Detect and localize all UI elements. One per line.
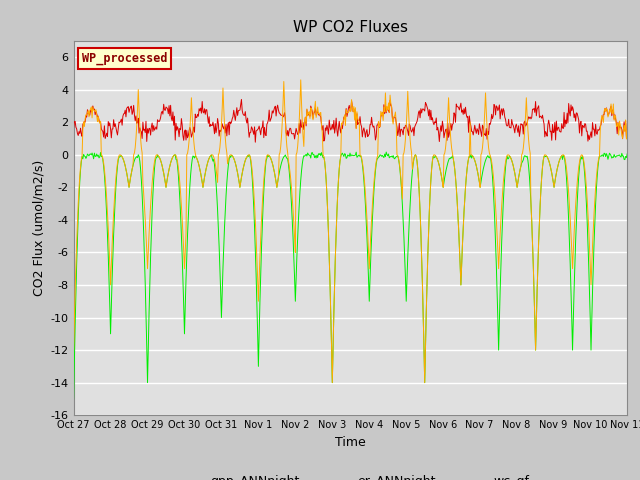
Title: WP CO2 Fluxes: WP CO2 Fluxes <box>293 21 408 36</box>
Text: WP_processed: WP_processed <box>82 52 168 65</box>
X-axis label: Time: Time <box>335 436 366 449</box>
Legend: gpp_ANNnight, er_ANNnight, wc_gf: gpp_ANNnight, er_ANNnight, wc_gf <box>166 470 534 480</box>
Y-axis label: CO2 Flux (umol/m2/s): CO2 Flux (umol/m2/s) <box>32 160 45 296</box>
